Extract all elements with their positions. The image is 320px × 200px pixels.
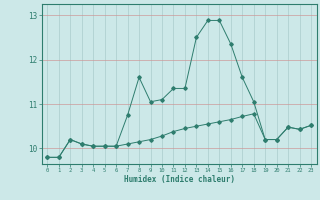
X-axis label: Humidex (Indice chaleur): Humidex (Indice chaleur) [124,175,235,184]
